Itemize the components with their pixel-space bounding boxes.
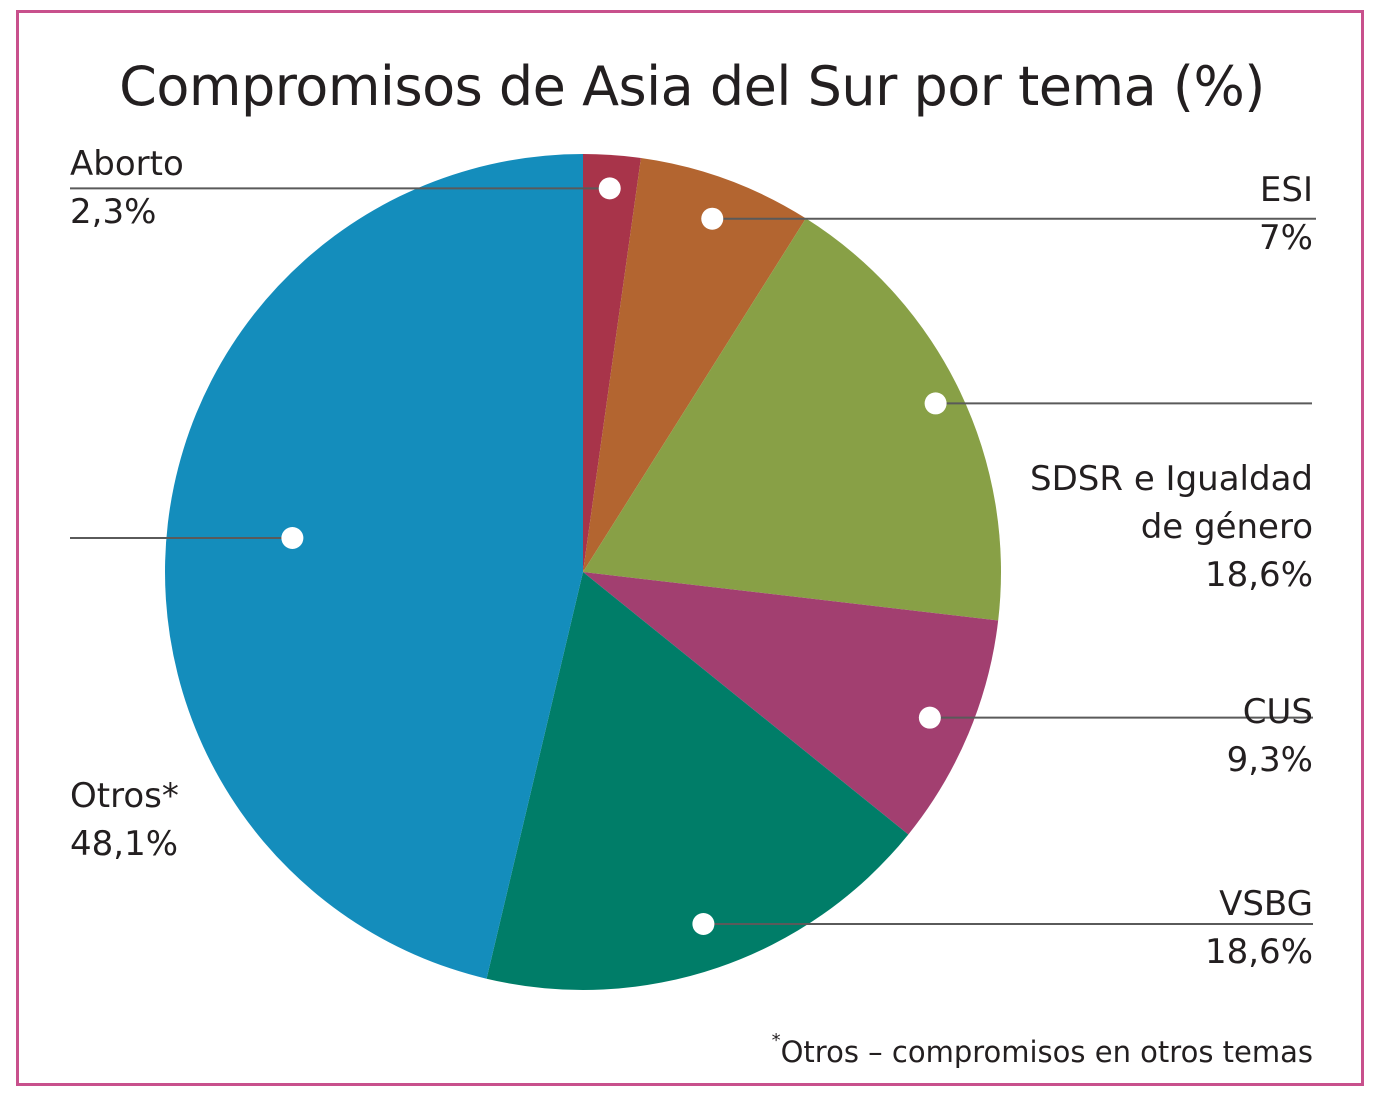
callout-dot-esi [701, 207, 724, 230]
label-vsbg-name: VSBG [1219, 884, 1313, 924]
label-sdsr-name-line1: SDSR e Igualdad [1030, 459, 1313, 499]
label-sdsr-value: 18,6% [1204, 555, 1313, 595]
pie-slice-esi [583, 158, 806, 572]
label-vsbg-value: 18,6% [1204, 932, 1313, 972]
label-vsbg: VSBG 18,6% [1205, 880, 1313, 976]
footnote-text: Otros – compromisos en otros temas [780, 1035, 1313, 1069]
pie-slice-vsbg [486, 572, 909, 990]
label-otros-value: 48,1% [70, 824, 179, 864]
footnote: *Otros – compromisos en otros temas [772, 1032, 1313, 1072]
label-aborto: Aborto 2,3% [70, 140, 184, 236]
label-cus-name: CUS [1242, 692, 1313, 732]
pie-slice-otros [165, 154, 583, 979]
label-cus: CUS 9,3% [1227, 688, 1313, 784]
pie-slice-aborto [583, 154, 641, 572]
footnote-mark: * [771, 1030, 781, 1051]
pie-slice-cus [583, 572, 999, 835]
label-sdsr: SDSR e Igualdad de género 18,6% [1030, 455, 1313, 599]
label-aborto-name: Aborto [70, 144, 184, 184]
label-esi: ESI 7% [1259, 166, 1313, 262]
callout-dot-aborto [598, 177, 621, 200]
label-sdsr-name-line2: de género [1140, 507, 1313, 547]
label-esi-value: 7% [1259, 218, 1313, 258]
callout-dot-sdsr [924, 392, 947, 415]
label-esi-name: ESI [1259, 170, 1313, 210]
callout-dot-otros [281, 527, 304, 550]
pie-slice-sdsr [583, 218, 1001, 621]
chart-title: Compromisos de Asia del Sur por tema (%) [119, 55, 1265, 118]
label-aborto-value: 2,3% [70, 192, 157, 232]
callout-dot-cus [918, 706, 941, 729]
label-cus-value: 9,3% [1226, 740, 1313, 780]
callout-dot-vsbg [692, 912, 715, 935]
chart-frame [16, 10, 1364, 1086]
label-otros: Otros* 48,1% [70, 772, 179, 868]
label-otros-name: Otros* [70, 776, 179, 816]
